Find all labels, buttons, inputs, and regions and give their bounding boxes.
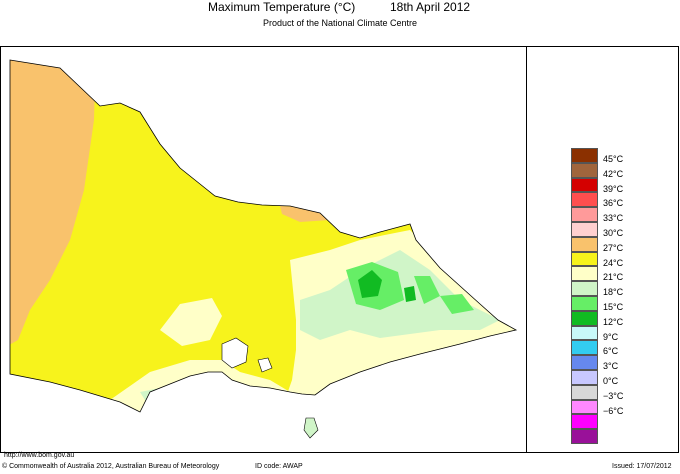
legend-item: 21°C [571,266,651,283]
legend-swatch [571,207,598,222]
map-subtitle: Product of the National Climate Centre [262,18,418,28]
legend-swatch [571,221,598,237]
temperature-legend: 45°C 42°C 39°C 36°C 33°C 30°C 27°C 24°C 21°C 18°C… [571,148,651,444]
legend-swatch [571,429,598,444]
legend-label: −6°C [603,405,624,416]
legend-swatch [571,281,598,296]
legend-label: 24°C [603,257,624,268]
legend-swatch [571,384,598,400]
footer-url: http://www.bom.gov.au [4,452,75,459]
legend-swatch [571,325,598,341]
legend-item [571,414,651,430]
legend-label: 0°C [603,375,619,386]
footer-copyright: © Commonwealth of Australia 2012, Austra… [2,463,220,470]
legend-item: 6°C [571,340,651,357]
legend-label: 30°C [603,227,624,238]
zone-15c-green-southeast [440,294,474,314]
zone-21c-cream-central [160,298,222,346]
title-date: 18th April 2012 [390,0,471,14]
victoria-temperature-map [9,59,518,439]
legend-label: 42°C [603,168,624,179]
footer-id-code: ID code: AWAP [255,463,303,470]
legend-item: 27°C [571,236,651,253]
legend-swatch [571,177,598,193]
zone-12c-darkgreen-east [404,286,416,302]
legend-item: 42°C [571,162,651,179]
legend-swatch [571,310,598,326]
legend-divider [526,46,527,453]
legend-swatch [571,148,598,163]
legend-label: 27°C [603,242,624,253]
legend-item: 36°C [571,192,651,209]
legend-label: 36°C [603,198,624,209]
legend-label: 33°C [603,213,624,224]
legend-swatch [571,340,598,356]
legend-label: −3°C [603,390,624,401]
legend-swatch [571,192,598,208]
legend-swatch [571,266,598,282]
legend-label: 39°C [603,183,624,194]
title-text: Maximum Temperature (°C) [208,0,356,14]
western-port-bay [257,357,273,373]
legend-item: 3°C [571,355,651,372]
legend-item: 30°C [571,221,651,238]
legend-swatch [571,369,598,385]
legend-label: 12°C [603,316,624,327]
legend-swatch [571,162,598,178]
wilsons-promontory [303,417,319,439]
legend-item: 33°C [571,207,651,224]
legend-swatch [571,251,598,267]
legend-item: 0°C [571,369,651,386]
legend-swatch [571,355,598,370]
legend-swatch [571,295,598,311]
legend-label: 15°C [603,301,624,312]
legend-item: 15°C [571,295,651,312]
legend-item: −6°C [571,399,651,416]
legend-item: 12°C [571,310,651,327]
port-phillip-bay [221,337,249,369]
legend-item: −3°C [571,384,651,401]
zone-27c-orange-west [10,60,96,350]
zone-15c-green-east [414,276,440,304]
legend-label: 9°C [603,331,619,342]
victoria-coastline [9,59,518,413]
legend-item: 9°C [571,325,651,342]
legend-item: 18°C [571,281,651,298]
legend-item: 39°C [571,177,651,194]
footer-issued: Issued: 17/07/2012 [612,463,672,470]
legend-swatch [571,414,598,430]
legend-label: 6°C [603,346,619,357]
legend-label: 18°C [603,287,624,298]
legend-swatch [571,399,598,415]
legend-item [571,429,651,444]
legend-label: 3°C [603,361,619,372]
legend-item: 24°C [571,251,651,268]
legend-item: 45°C [571,148,651,164]
legend-label: 45°C [603,154,624,164]
legend-label: 21°C [603,272,624,283]
map-frame [0,46,679,453]
map-title: Maximum Temperature (°C) 18th April 2012 [0,0,680,16]
legend-swatch [571,236,598,252]
zone-12c-darkgreen [358,270,382,298]
